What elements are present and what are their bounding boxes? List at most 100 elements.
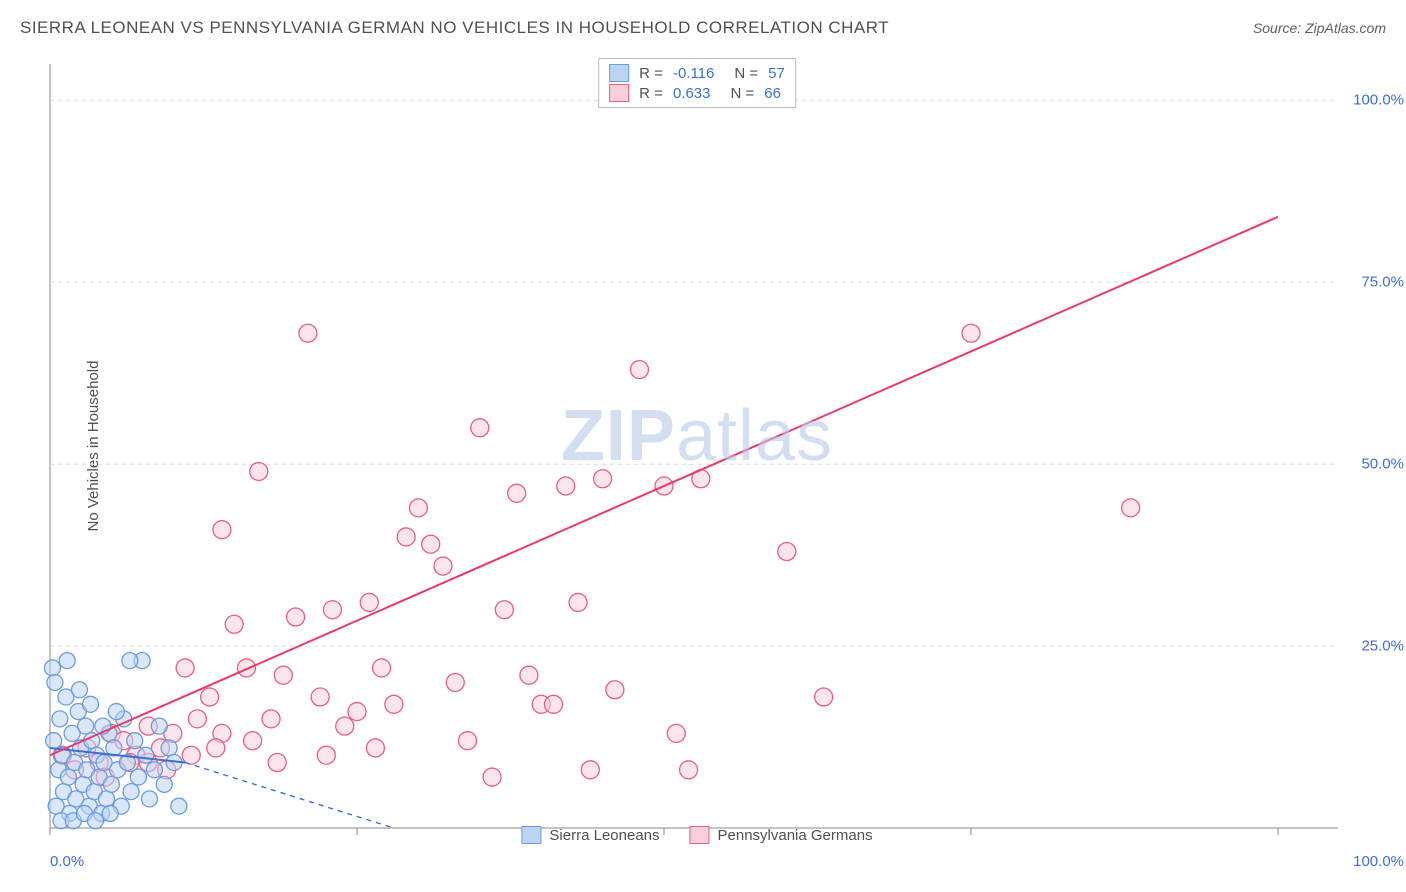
data-point [237, 659, 255, 677]
data-point [323, 601, 341, 619]
legend-r-value: -0.116 [673, 65, 714, 82]
y-tick-label: 50.0% [1361, 456, 1404, 473]
legend-swatch [609, 64, 629, 82]
legend-stats: R = -0.116 N = 57 R = 0.633 N = 66 [598, 58, 796, 108]
data-point [360, 593, 378, 611]
legend-series-item: Pennsylvania Germans [690, 826, 873, 844]
data-point [87, 813, 103, 829]
legend-r-label: R = [639, 85, 663, 102]
data-point [287, 608, 305, 626]
data-point [156, 776, 172, 792]
data-point [544, 695, 562, 713]
data-point [225, 615, 243, 633]
plot-svg [48, 58, 1346, 846]
data-point [483, 768, 501, 786]
data-point [366, 739, 384, 757]
data-point [201, 688, 219, 706]
legend-stats-row: R = 0.633 N = 66 [609, 83, 785, 103]
y-tick-label: 100.0% [1353, 92, 1404, 109]
chart-title: SIERRA LEONEAN VS PENNSYLVANIA GERMAN NO… [20, 18, 889, 38]
data-point [317, 746, 335, 764]
legend-series-label: Sierra Leoneans [549, 827, 659, 844]
x-tick-label: 100.0% [1353, 853, 1404, 870]
data-point [71, 682, 87, 698]
data-point [244, 732, 262, 750]
trend-line [50, 217, 1278, 755]
data-point [268, 754, 286, 772]
data-point [176, 659, 194, 677]
data-point [213, 521, 231, 539]
data-point [508, 484, 526, 502]
legend-r-value: 0.633 [673, 85, 711, 102]
legend-n-value: 57 [768, 65, 785, 82]
trend-line-extension [185, 763, 394, 828]
data-point [98, 791, 114, 807]
y-tick-label: 25.0% [1361, 638, 1404, 655]
data-point [141, 791, 157, 807]
data-point [471, 419, 489, 437]
data-point [161, 740, 177, 756]
data-point [130, 769, 146, 785]
data-point [594, 470, 612, 488]
data-point [606, 681, 624, 699]
data-point [60, 769, 76, 785]
source-attribution: Source: ZipAtlas.com [1253, 20, 1386, 36]
data-point [373, 659, 391, 677]
data-point [336, 717, 354, 735]
data-point [348, 703, 366, 721]
data-point [123, 784, 139, 800]
legend-n-label: N = [730, 85, 754, 102]
data-point [520, 666, 538, 684]
data-point [262, 710, 280, 728]
data-point [127, 733, 143, 749]
legend-n-value: 66 [764, 85, 781, 102]
data-point [78, 718, 94, 734]
data-point [311, 688, 329, 706]
data-point [274, 666, 292, 684]
legend-series: Sierra Leoneans Pennsylvania Germans [521, 826, 872, 844]
data-point [103, 776, 119, 792]
data-point [962, 324, 980, 342]
data-point [146, 762, 162, 778]
data-point [138, 747, 154, 763]
legend-stats-row: R = -0.116 N = 57 [609, 63, 785, 83]
data-point [122, 653, 138, 669]
source-label: Source: [1253, 20, 1301, 36]
data-point [495, 601, 513, 619]
data-point [667, 724, 685, 742]
scatter-plot: ZIPatlas R = -0.116N = 57R = 0.633N = 66… [48, 58, 1346, 846]
data-point [188, 710, 206, 728]
legend-r-label: R = [639, 65, 663, 82]
data-point [83, 696, 99, 712]
data-point [1122, 499, 1140, 517]
data-point [299, 324, 317, 342]
data-point [630, 361, 648, 379]
data-point [397, 528, 415, 546]
legend-swatch [609, 84, 629, 102]
data-point [171, 798, 187, 814]
data-point [207, 739, 225, 757]
data-point [47, 674, 63, 690]
data-point [151, 718, 167, 734]
data-point [569, 593, 587, 611]
source-value: ZipAtlas.com [1305, 20, 1386, 36]
data-point [385, 695, 403, 713]
data-point [52, 711, 68, 727]
data-point [409, 499, 427, 517]
legend-series-label: Pennsylvania Germans [718, 827, 873, 844]
data-point [680, 761, 698, 779]
legend-n-label: N = [734, 65, 758, 82]
data-point [250, 462, 268, 480]
x-tick-label: 0.0% [50, 853, 84, 870]
data-point [46, 733, 62, 749]
data-point [434, 557, 452, 575]
y-tick-label: 75.0% [1361, 274, 1404, 291]
data-point [446, 673, 464, 691]
legend-swatch [690, 826, 710, 844]
data-point [102, 805, 118, 821]
legend-series-item: Sierra Leoneans [521, 826, 659, 844]
data-point [108, 704, 124, 720]
data-point [59, 653, 75, 669]
data-point [581, 761, 599, 779]
data-point [422, 535, 440, 553]
